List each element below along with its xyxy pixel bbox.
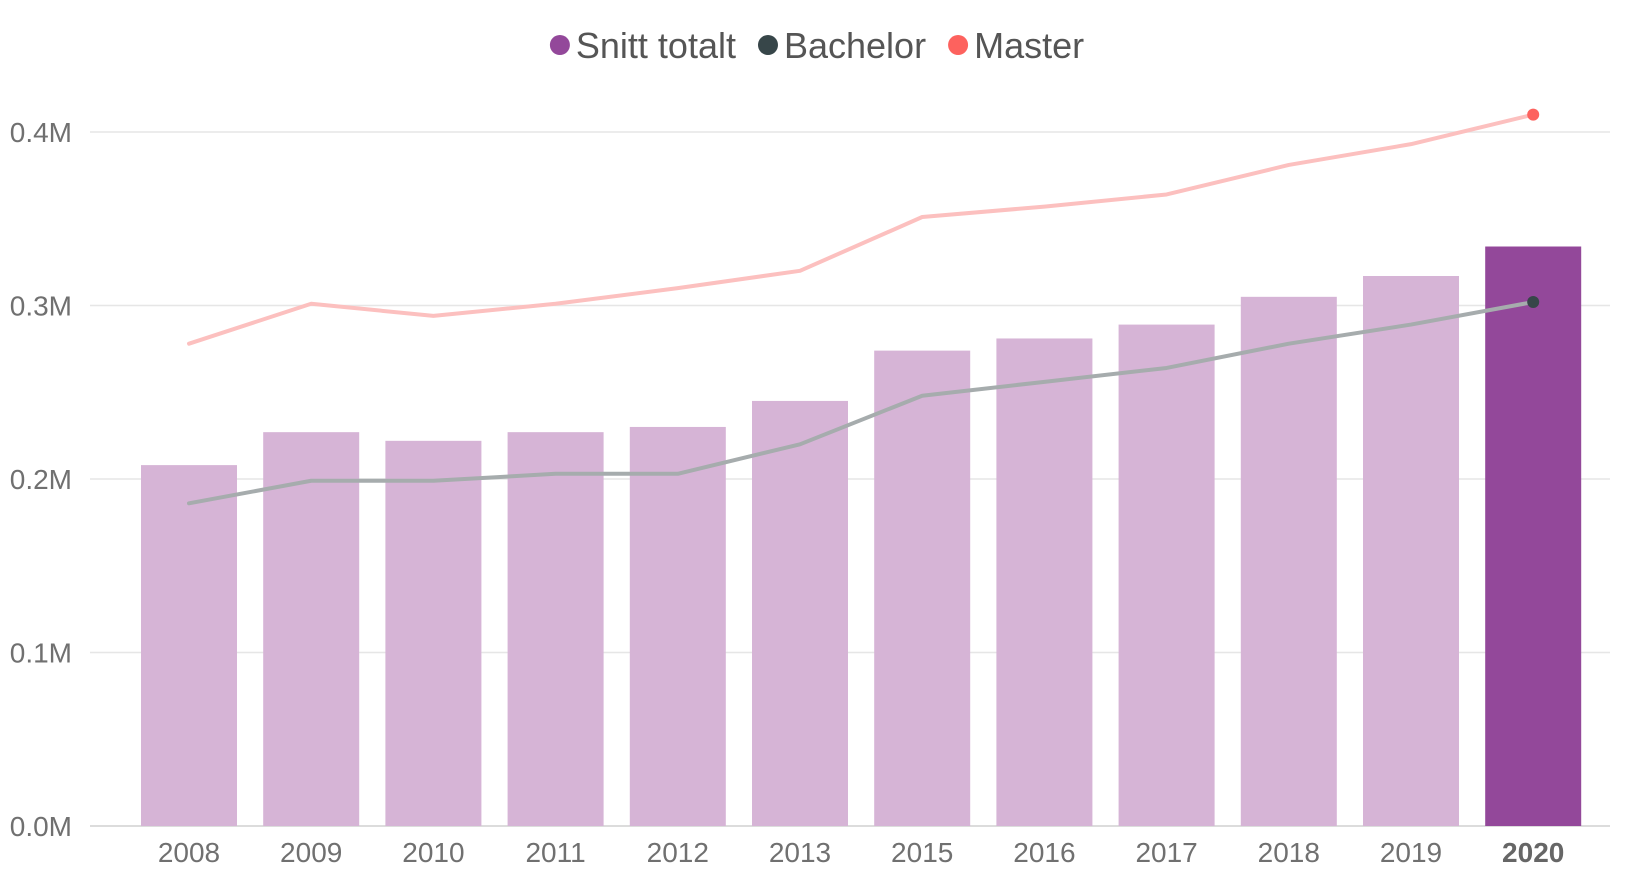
x-axis: 2008 2009 2010 2011 2012 2013 2015 2016 2017 2018… <box>158 837 1564 868</box>
bar[interactable] <box>629 426 726 826</box>
bar[interactable] <box>1118 324 1215 826</box>
x-tick-label: 2015 <box>891 837 953 868</box>
legend-marker <box>948 35 969 55</box>
x-tick-label: 2016 <box>1013 837 1075 868</box>
x-tick-label: 2012 <box>647 837 709 868</box>
y-axis: 0.0M 0.1M 0.2M 0.3M 0.4M <box>10 117 72 842</box>
y-tick-label: 0.4M <box>10 117 72 148</box>
bar[interactable] <box>1240 296 1337 826</box>
x-tick-label: 2017 <box>1135 837 1197 868</box>
legend-label: Bachelor <box>784 25 926 66</box>
x-tick-label: 2009 <box>280 837 342 868</box>
bar[interactable] <box>263 432 360 826</box>
legend-item[interactable]: Bachelor <box>757 25 926 66</box>
x-tick-label: 2018 <box>1258 837 1320 868</box>
legend-label: Snitt totalt <box>576 25 736 66</box>
series-line[interactable] <box>187 112 1536 346</box>
series-lines <box>187 108 1540 506</box>
legend-marker <box>757 35 778 55</box>
bar[interactable] <box>385 440 482 826</box>
legend-item[interactable]: Snitt totalt <box>549 25 736 66</box>
x-tick-label: 2008 <box>158 837 220 868</box>
legend: Snitt totalt Bachelor Master <box>549 25 1084 66</box>
x-tick-label: 2013 <box>769 837 831 868</box>
series-line[interactable] <box>187 300 1536 506</box>
y-tick-label: 0.3M <box>10 291 72 322</box>
x-tick-label: 2010 <box>402 837 464 868</box>
legend-marker <box>549 35 570 55</box>
bar[interactable] <box>141 465 237 826</box>
x-tick-label: 2011 <box>525 837 585 868</box>
legend-item[interactable]: Master <box>948 25 1084 66</box>
y-tick-label: 0.1M <box>10 638 72 669</box>
bar[interactable] <box>752 400 848 826</box>
y-tick-label: 0.0M <box>10 811 72 842</box>
bars <box>141 246 1582 826</box>
bar[interactable] <box>507 432 604 826</box>
bar[interactable] <box>874 350 971 826</box>
bar[interactable] <box>996 338 1093 826</box>
series-point[interactable] <box>1527 296 1540 309</box>
bar[interactable] <box>1363 276 1459 826</box>
bar[interactable] <box>1485 246 1582 826</box>
series-point[interactable] <box>1527 108 1540 121</box>
x-tick-label: 2020 <box>1502 837 1564 868</box>
x-tick-label: 2019 <box>1380 837 1442 868</box>
y-tick-label: 0.2M <box>10 464 72 495</box>
legend-label: Master <box>974 25 1084 66</box>
